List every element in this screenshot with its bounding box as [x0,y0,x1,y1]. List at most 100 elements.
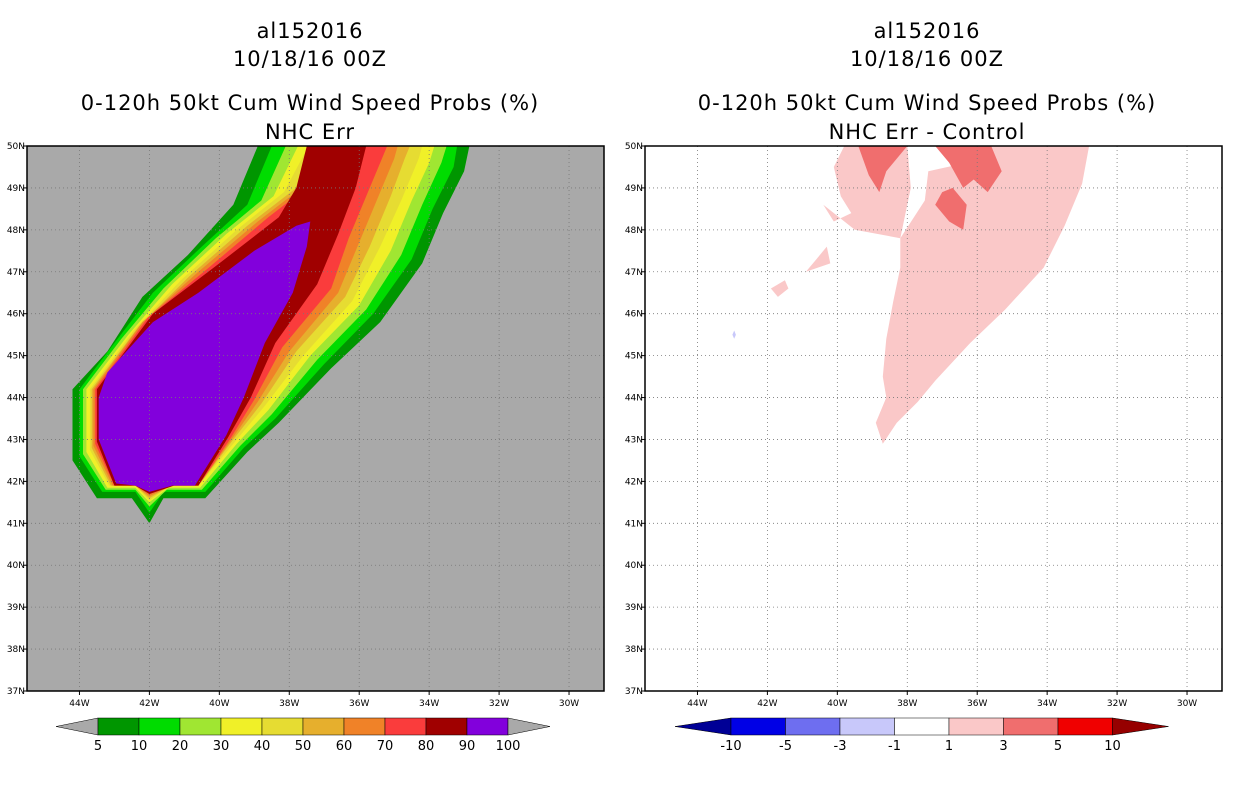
right-colorbar-label: -5 [779,739,792,754]
left-chart-title: 0-120h 50kt Cum Wind Speed Probs (%) [80,91,540,115]
right-ytick-label: 41N [625,519,643,529]
left-contour-90 [98,221,311,492]
right-ytick-label: 40N [625,561,643,571]
left-ytick-label: 43N [7,435,25,445]
right-xtick-label: 34W [1037,699,1057,709]
right-colorbar-label: -1 [888,739,901,754]
left-xtick-label: 32W [489,699,509,709]
left-ytick-label: 44N [7,394,25,404]
right-contour--1-to--3 [732,330,736,339]
right-ytick-label: 45N [625,352,643,362]
right-colorbar-swatch [785,717,841,736]
left-colorbar-label: 70 [377,739,394,754]
right-datetime: 10/18/16 00Z [849,47,1005,71]
left-colorbar-label: 40 [254,739,271,754]
right-storm-id: al152016 [873,19,981,43]
left-colorbar-label: 90 [459,739,476,754]
right-xtick-label: 32W [1107,699,1127,709]
left-colorbar-label: 60 [336,739,353,754]
left-xtick-label: 36W [349,699,369,709]
left-ytick-label: 37N [7,687,25,697]
left-colorbar-label: 80 [418,739,435,754]
left-ytick-label: 45N [7,352,25,362]
left-map: 44W 42W 40W 38W 36W 34W 32W 30W 37N 38N 39N 40N 41N 4… [7,142,605,709]
right-colorbar-label: 3 [999,739,1007,754]
right-contour-1-to-3 [875,146,1090,444]
left-colorbar-swatch [261,717,304,736]
right-ytick-label: 37N [625,687,643,697]
right-map-frame [644,145,1223,692]
left-colorbar-label: 20 [172,739,189,754]
left-map-frame [26,145,605,692]
left-colorbar: 5 10 20 30 40 50 60 70 80 90 100 [55,717,551,754]
left-colorbar-swatch [343,717,386,736]
left-colorbar-swatch [302,717,345,736]
left-ytick-label: 40N [7,561,25,571]
right-colorbar-label: 10 [1104,739,1121,754]
left-ytick-label: 42N [7,477,25,487]
right-ytick-label: 50N [625,142,643,152]
left-colorbar-swatch [384,717,427,736]
left-colorbar-high-arrow [507,717,551,736]
right-contour-1-to-3 [770,280,789,297]
left-xtick-label: 30W [559,699,579,709]
right-contour-1-to-3 [823,146,911,239]
left-colorbar-swatch [138,717,181,736]
left-colorbar-label: 5 [94,739,102,754]
left-xtick-label: 34W [419,699,439,709]
left-ytick-label: 48N [7,226,25,236]
left-xtick-label: 40W [209,699,229,709]
right-colorbar: -10 -5 -3 -1 1 3 5 10 [674,717,1169,754]
left-chart-subtitle: NHC Err [264,120,355,144]
right-ytick-label: 39N [625,603,643,613]
left-ytick-label: 39N [7,603,25,613]
right-contour-1-to-3 [805,246,831,272]
left-colorbar-swatch [97,717,140,736]
left-datetime: 10/18/16 00Z [232,47,388,71]
right-xtick-label: 42W [757,699,777,709]
left-ytick-label: 38N [7,645,25,655]
right-ytick-label: 46N [625,310,643,320]
right-colorbar-swatch [1003,717,1059,736]
left-ytick-label: 41N [7,519,25,529]
right-ytick-label: 43N [625,435,643,445]
right-ytick-label: 47N [625,268,643,278]
left-colorbar-low-arrow [55,717,99,736]
left-ytick-label: 46N [7,310,25,320]
right-xtick-label: 40W [827,699,847,709]
right-ytick-label: 49N [625,184,643,194]
right-colorbar-label: -10 [720,739,741,754]
left-ytick-label: 50N [7,142,25,152]
right-colorbar-swatch [839,717,895,736]
left-colorbar-swatch [425,717,468,736]
left-grid [27,145,604,692]
left-xtick-label: 44W [69,699,89,709]
right-colorbar-swatch [1057,717,1113,736]
left-colorbar-label: 30 [213,739,230,754]
right-ytick-label: 44N [625,394,643,404]
right-xtick-label: 38W [897,699,917,709]
right-colorbar-swatch [730,717,786,736]
right-map: 44W 42W 40W 38W 36W 34W 32W 30W 37N 38N 39N 40N 41N 4… [625,142,1223,709]
left-ytick-label: 49N [7,184,25,194]
left-colorbar-swatch [466,717,509,736]
left-colorbar-label: 100 [496,739,521,754]
right-colorbar-low-arrow [674,717,732,736]
right-chart-subtitle: NHC Err - Control [828,120,1026,144]
right-xtick-label: 36W [967,699,987,709]
right-contour-3-to-5 [935,187,967,230]
left-colorbar-label: 10 [131,739,148,754]
right-colorbar-swatch [948,717,1004,736]
right-colorbar-label: 1 [945,739,953,754]
left-colorbar-label: 50 [295,739,312,754]
right-chart-title: 0-120h 50kt Cum Wind Speed Probs (%) [697,91,1157,115]
left-storm-id: al152016 [256,19,364,43]
left-ytick-label: 47N [7,268,25,278]
left-xtick-label: 38W [279,699,299,709]
right-grid [645,145,1222,692]
right-contour-3-to-5 [858,146,908,193]
left-xtick-label: 42W [139,699,159,709]
right-colorbar-high-arrow [1112,717,1169,736]
right-colorbar-label: -3 [834,739,847,754]
